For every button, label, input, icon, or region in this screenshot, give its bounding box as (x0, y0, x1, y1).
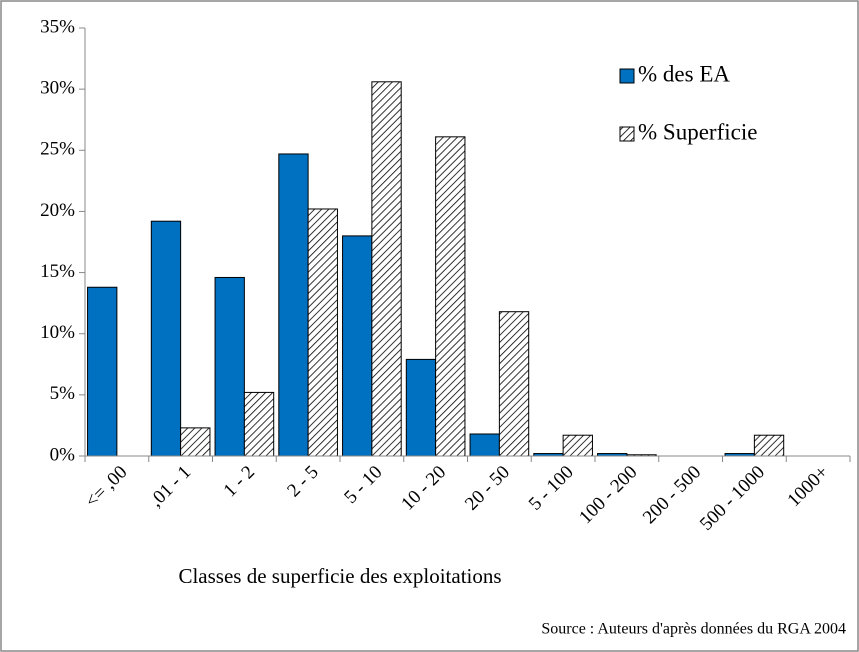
bar (243, 391, 275, 457)
y-tick-label: 10% (40, 322, 75, 343)
bar (214, 276, 245, 457)
y-tick-label: 20% (40, 200, 75, 221)
bar (87, 286, 118, 457)
y-tick-label: 35% (40, 16, 75, 37)
bar (498, 311, 530, 457)
bar (371, 81, 402, 457)
y-tick-label: 15% (40, 261, 75, 282)
y-tick-label: 25% (40, 139, 75, 160)
legend-label: % des EA (638, 61, 730, 86)
x-axis-title: Classes de superficie des exploitations (178, 564, 501, 588)
legend-swatch (619, 126, 635, 142)
bar (150, 220, 182, 457)
bar (180, 427, 211, 457)
y-tick-label: 0% (50, 444, 76, 465)
bar (562, 434, 593, 457)
bar (469, 433, 500, 457)
bar (753, 434, 785, 457)
bar (342, 235, 373, 457)
y-tick-label: 30% (40, 78, 75, 99)
bar (278, 153, 309, 457)
bar (405, 358, 437, 457)
bar (307, 208, 338, 457)
bar (435, 136, 466, 457)
source-note: Source : Auteurs d'après données du RGA … (541, 621, 846, 638)
legend-swatch (619, 68, 635, 84)
y-tick-label: 5% (50, 383, 76, 404)
legend-label: % Superficie (638, 119, 757, 144)
